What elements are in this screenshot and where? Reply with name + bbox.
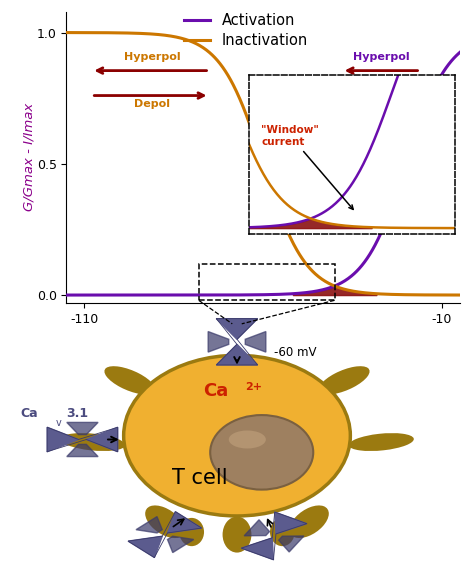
Bar [199,264,335,300]
Text: "Window"
current: "Window" current [261,125,353,209]
Ellipse shape [124,355,350,516]
Polygon shape [241,538,273,560]
Polygon shape [217,319,257,339]
Text: -60 mV: -60 mV [274,346,317,358]
Ellipse shape [104,366,155,395]
Polygon shape [128,536,162,557]
Text: Ca: Ca [20,407,38,420]
Text: T cell: T cell [172,468,228,488]
Ellipse shape [229,430,266,448]
Polygon shape [279,536,304,552]
Ellipse shape [210,415,313,490]
Text: Depol: Depol [363,99,399,110]
Text: Hyperpol: Hyperpol [124,52,181,62]
Ellipse shape [349,433,414,451]
Ellipse shape [145,505,184,538]
Polygon shape [244,520,270,536]
Y-axis label: G/Gmax - I/Imax: G/Gmax - I/Imax [22,103,35,211]
Text: Depol: Depol [134,99,170,110]
Polygon shape [275,512,307,534]
Ellipse shape [319,366,370,395]
Polygon shape [245,332,266,352]
Polygon shape [67,444,98,456]
Ellipse shape [223,516,251,553]
Ellipse shape [270,518,295,546]
Polygon shape [167,512,201,533]
Ellipse shape [290,505,329,538]
Polygon shape [208,332,229,352]
Ellipse shape [179,518,204,546]
Text: 3.1: 3.1 [66,407,88,420]
Polygon shape [167,536,194,553]
Legend: Activation, Inactivation: Activation, Inactivation [184,13,308,48]
Ellipse shape [60,433,125,451]
Text: Ca: Ca [203,381,229,400]
Polygon shape [47,428,79,452]
Polygon shape [136,516,162,533]
Text: 2+: 2+ [245,382,262,392]
Text: v: v [55,418,62,428]
Polygon shape [67,422,98,434]
Polygon shape [86,428,118,452]
Polygon shape [217,344,257,365]
Text: Hyperpol: Hyperpol [353,52,410,62]
